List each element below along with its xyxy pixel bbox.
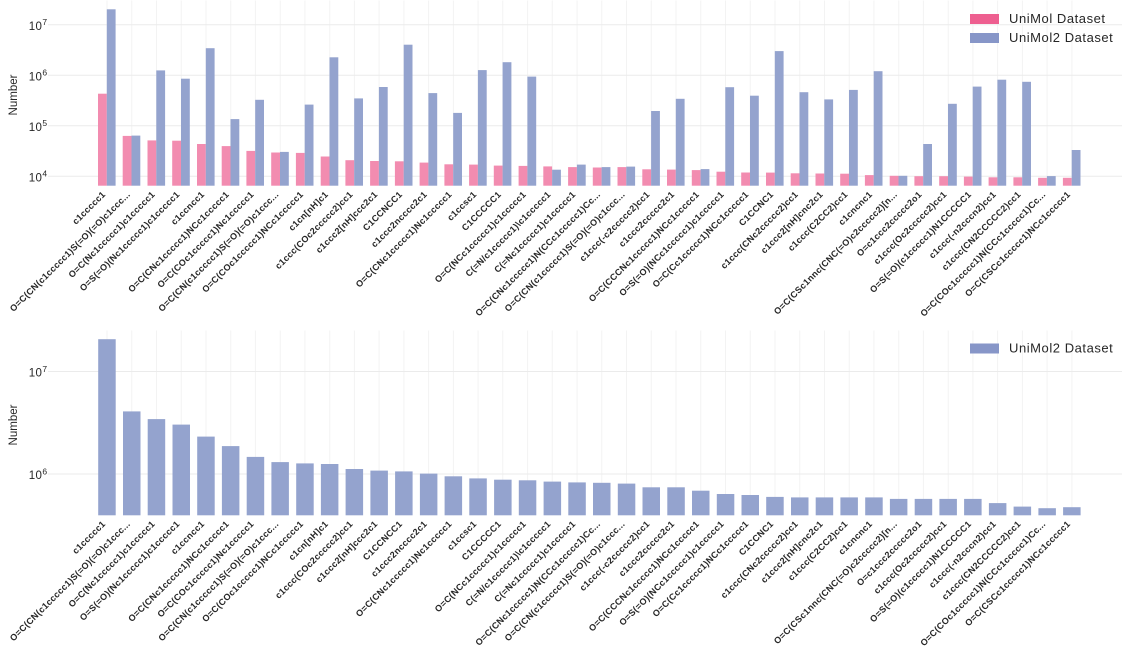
svg-text:UniMol Dataset: UniMol Dataset: [1009, 11, 1106, 26]
svg-text:UniMol2 Dataset: UniMol2 Dataset: [1009, 341, 1113, 356]
svg-text:Number: Number: [8, 404, 20, 445]
svg-text:UniMol2 Dataset: UniMol2 Dataset: [1009, 30, 1113, 45]
svg-text:Number: Number: [8, 74, 20, 115]
